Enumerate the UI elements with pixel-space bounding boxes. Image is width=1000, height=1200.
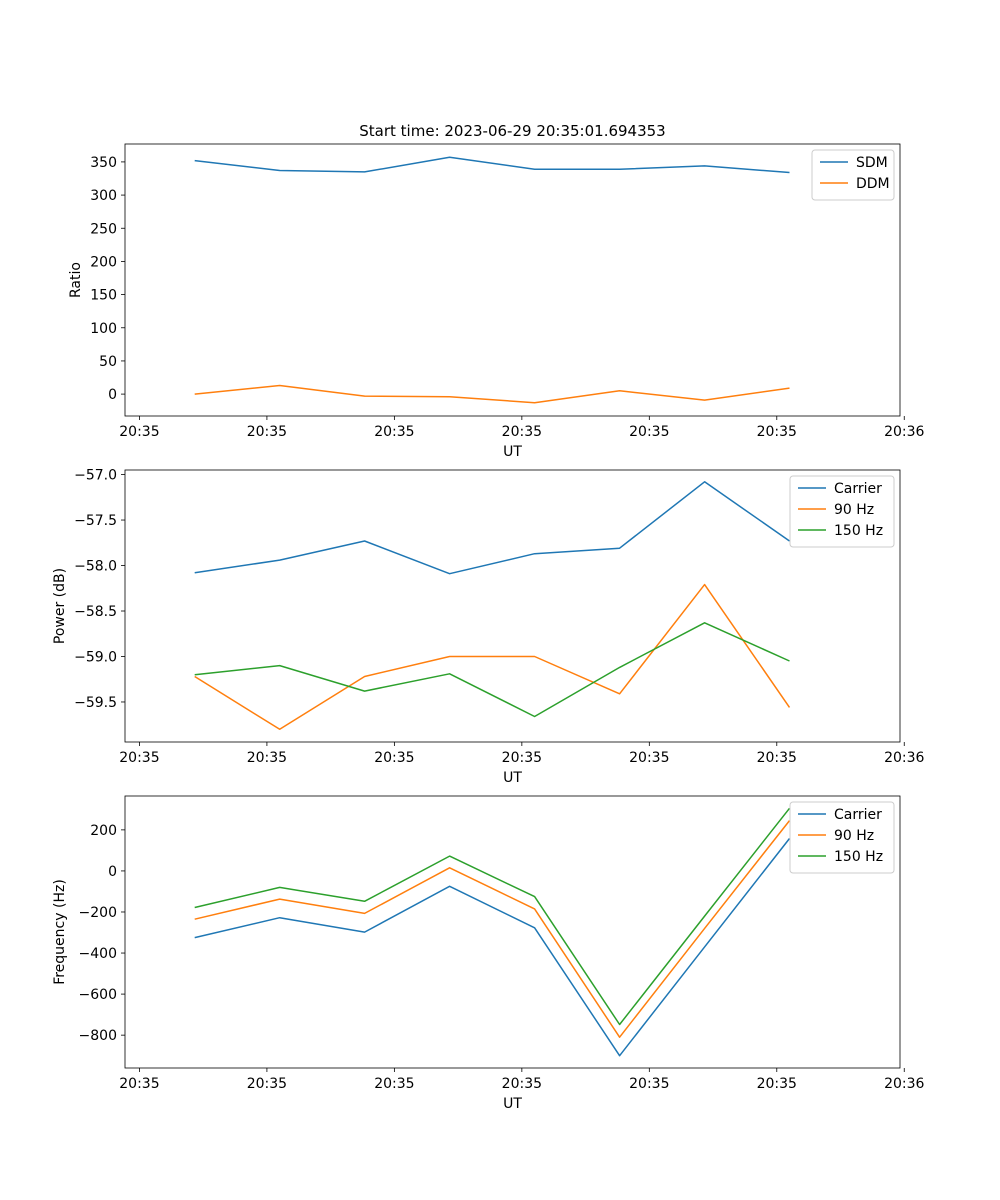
- x-tick-label: 20:35: [502, 424, 542, 440]
- y-tick-label: 0: [108, 387, 117, 403]
- series-line-carrier: [194, 838, 791, 1057]
- series-line-150-hz: [194, 622, 790, 718]
- y-tick-label: −57.0: [74, 468, 117, 484]
- y-axis-label: Ratio: [68, 262, 84, 298]
- legend-label-90-hz: 90 Hz: [834, 502, 874, 518]
- x-tick-label: 20:35: [247, 750, 287, 766]
- y-tick-label: 0: [108, 864, 117, 880]
- y-tick-label: 150: [90, 288, 117, 304]
- x-tick-label: 20:36: [884, 1076, 924, 1092]
- x-tick-label: 20:35: [757, 750, 797, 766]
- y-tick-label: −58.0: [74, 559, 117, 575]
- legend-label-ddm: DDM: [856, 176, 890, 192]
- x-tick-label: 20:35: [757, 424, 797, 440]
- y-tick-label: 200: [90, 823, 117, 839]
- x-tick-label: 20:35: [119, 750, 159, 766]
- x-tick-label: 20:35: [757, 1076, 797, 1092]
- figure-title: Start time: 2023-06-29 20:35:01.694353: [359, 122, 665, 140]
- x-tick-label: 20:35: [502, 1076, 542, 1092]
- y-tick-label: −200: [79, 905, 117, 921]
- x-tick-label: 20:35: [629, 750, 669, 766]
- y-tick-label: 100: [90, 321, 117, 337]
- x-tick-label: 20:36: [884, 424, 924, 440]
- legend-label-sdm: SDM: [856, 155, 888, 171]
- x-tick-label: 20:35: [374, 424, 414, 440]
- x-tick-label: 20:35: [629, 424, 669, 440]
- y-tick-label: −600: [79, 987, 117, 1003]
- y-tick-label: 50: [99, 354, 117, 370]
- x-tick-label: 20:35: [119, 424, 159, 440]
- power-panel: 20:35 20:35 20:35 20:35 20:35 20:35 20:36 UT −59…: [52, 468, 925, 786]
- axes-frame: [124, 469, 901, 743]
- y-tick-label: 200: [90, 254, 117, 270]
- legend-label-150-hz: 150 Hz: [834, 849, 883, 865]
- x-tick-label: 20:35: [374, 1076, 414, 1092]
- x-tick-label: 20:35: [119, 1076, 159, 1092]
- axes-frame: [124, 143, 901, 417]
- legend-label-90-hz: 90 Hz: [834, 828, 874, 844]
- x-tick-label: 20:35: [247, 1076, 287, 1092]
- y-tick-label: −400: [79, 946, 117, 962]
- series-line-sdm: [194, 156, 790, 174]
- x-tick-label: 20:35: [502, 750, 542, 766]
- x-axis-label: UT: [503, 444, 522, 460]
- series-line-90-hz: [194, 820, 791, 1038]
- y-tick-label: 250: [90, 221, 117, 237]
- series-line-90-hz: [194, 583, 791, 731]
- frequency-panel: 20:35 20:35 20:35 20:35 20:35 20:35 20:36 UT −80…: [52, 795, 925, 1112]
- x-tick-label: 20:36: [884, 750, 924, 766]
- y-tick-label: −59.5: [74, 695, 117, 711]
- axes-frame: [124, 795, 901, 1069]
- y-tick-label: 300: [90, 188, 117, 204]
- x-tick-label: 20:35: [374, 750, 414, 766]
- legend-label-carrier: Carrier: [834, 807, 882, 823]
- y-axis-label: Power (dB): [52, 568, 68, 644]
- y-tick-label: −59.0: [74, 649, 117, 665]
- ratio-panel: 20:35 20:35 20:35 20:35 20:35 20:35 20:36 UT 0 50…: [68, 143, 925, 460]
- y-tick-label: −800: [79, 1028, 117, 1044]
- y-tick-label: −57.5: [74, 513, 117, 529]
- x-axis-label: UT: [503, 770, 522, 786]
- legend-label-carrier: Carrier: [834, 481, 882, 497]
- series-line-150-hz: [194, 807, 791, 1026]
- x-axis-label: UT: [503, 1096, 522, 1112]
- legend-label-150-hz: 150 Hz: [834, 523, 883, 539]
- x-tick-label: 20:35: [629, 1076, 669, 1092]
- x-tick-label: 20:35: [247, 424, 287, 440]
- y-tick-label: 350: [90, 155, 117, 171]
- y-axis-label: Frequency (Hz): [52, 879, 68, 985]
- series-line-carrier: [194, 481, 790, 575]
- y-tick-label: −58.5: [74, 604, 117, 620]
- series-line-ddm: [194, 384, 790, 404]
